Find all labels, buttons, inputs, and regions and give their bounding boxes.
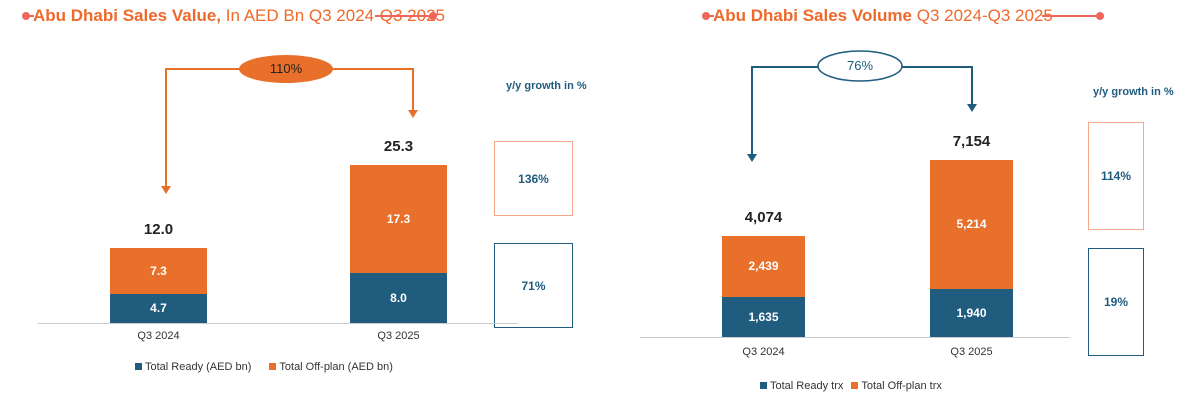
arrowhead-icon [747, 154, 757, 162]
title-dot [22, 12, 30, 20]
bar-offplan: 7.3 [110, 248, 207, 294]
bar-data-label: 2,439 [748, 259, 779, 274]
legend-item-ready: Total Ready trx [760, 380, 843, 392]
bar-offplan: 5,214 [930, 159, 1013, 289]
x-tick-label: Q3 2024 [742, 346, 785, 358]
arrowhead-icon [408, 110, 418, 118]
legend-item-ready: Total Ready (AED bn) [135, 361, 251, 373]
bar-ready: 4.7 [110, 293, 207, 323]
bar-ready: 1,940 [930, 288, 1013, 337]
growth-label-right: y/y growth in % [1093, 86, 1174, 98]
bar-ready: 1,635 [722, 296, 805, 337]
title-line [28, 15, 34, 17]
title-line [708, 15, 714, 17]
legend-label: Total Ready (AED bn) [145, 361, 252, 373]
chart-title-left: Abu Dhabi Sales Value, In AED Bn Q3 2024… [33, 6, 445, 26]
bar-data-label: 17.3 [386, 211, 411, 226]
title-line [375, 15, 433, 17]
legend-label: Total Ready trx [770, 380, 844, 392]
bar-total-label: 7,154 [952, 132, 991, 150]
title-bold: Abu Dhabi Sales Value, [33, 6, 222, 25]
offplan-growth-box-right: 114% [1088, 122, 1144, 230]
x-tick-label: Q3 2025 [950, 346, 993, 358]
arrowhead-icon [967, 104, 977, 112]
ready-growth-box-left: 71% [494, 243, 573, 328]
title-line [1042, 15, 1100, 17]
bar-offplan: 17.3 [350, 164, 447, 273]
title-dot [429, 12, 437, 20]
bar-data-label: 4.7 [150, 301, 167, 316]
title-rest: In AED Bn Q3 2024-Q3 2025 [221, 6, 445, 25]
title-bold: Abu Dhabi Sales Volume [713, 6, 913, 25]
bar-offplan: 2,439 [722, 236, 805, 297]
bar-total-label: 12.0 [143, 221, 174, 238]
arrowhead-icon [161, 186, 171, 194]
x-tick-label: Q3 2025 [377, 330, 420, 342]
title-dot [1096, 12, 1104, 20]
legend-left: Total Ready (AED bn) Total Off-plan (AED… [135, 361, 393, 373]
bar-ready: 8.0 [350, 273, 447, 323]
growth-ellipse-left [239, 55, 333, 83]
x-axis [640, 337, 1070, 338]
title-rest: Q3 2024-Q3 2025 [912, 6, 1053, 25]
bar-data-label: 1,940 [956, 305, 987, 320]
bar-data-label: 7.3 [150, 263, 167, 278]
chart-title-right: Abu Dhabi Sales Volume Q3 2024-Q3 2025 [713, 6, 1053, 26]
title-dot [702, 12, 710, 20]
bar-data-label: 8.0 [390, 291, 407, 305]
bar-total-label: 4,074 [744, 209, 783, 227]
x-tick-label: Q3 2024 [137, 330, 180, 342]
legend-label: Total Off-plan (AED bn) [279, 361, 393, 373]
ready-growth-box-right: 19% [1088, 248, 1144, 356]
total-growth-left: 110% [269, 61, 303, 76]
offplan-growth-box-left: 136% [494, 141, 573, 216]
x-axis [38, 323, 518, 324]
bar-data-label: 5,214 [956, 217, 987, 232]
legend-right: Total Ready trx Total Off-plan trx [760, 380, 942, 392]
legend-label: Total Off-plan trx [861, 380, 942, 392]
legend-item-offplan: Total Off-plan (AED bn) [269, 361, 393, 373]
total-growth-right: 76% [846, 58, 874, 73]
legend-item-offplan: Total Off-plan trx [851, 380, 942, 392]
growth-ellipse-right [817, 50, 903, 82]
bar-total-label: 25.3 [383, 137, 414, 155]
growth-label-left: y/y growth in % [506, 80, 587, 92]
bar-data-label: 1,635 [748, 309, 779, 324]
